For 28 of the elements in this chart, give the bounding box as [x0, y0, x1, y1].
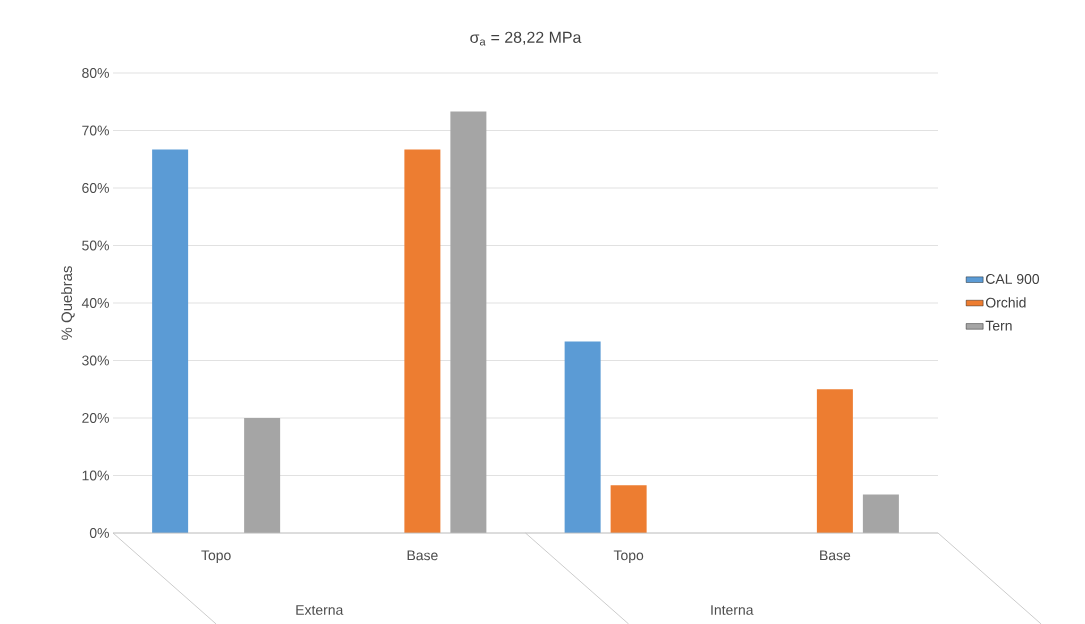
text: Interna	[711, 605, 754, 615]
y-tick-label: 50%	[82, 240, 109, 251]
chart-title: σ$_{a}$ = 28,22 MPa	[470, 31, 582, 46]
y-axis-title: % Quebras	[61, 266, 75, 340]
bar	[152, 149, 189, 533]
x-tick-label: Base	[407, 550, 438, 561]
x-tick-label: Topo	[201, 550, 231, 564]
x-tick-label: Topo	[613, 550, 644, 564]
legend-label: CAL 900	[986, 274, 1040, 284]
y-tick-label: 30%	[82, 355, 109, 366]
y-tick-label: 0%	[89, 528, 109, 538]
bar	[564, 341, 601, 533]
y-tick-label: 20%	[82, 413, 109, 423]
bar	[244, 418, 281, 533]
bar	[610, 485, 647, 533]
y-tick-label: 80%	[82, 68, 109, 78]
text: Externa	[296, 605, 344, 615]
legend-label: Orchid	[986, 297, 1026, 308]
legend-label: Tern	[985, 320, 1012, 331]
bar	[862, 494, 899, 533]
y-tick-label: 10%	[82, 470, 109, 481]
x-tick-label: Base	[820, 550, 851, 561]
y-tick-label: 60%	[82, 183, 109, 193]
bar	[404, 149, 441, 533]
y-tick-label: 40%	[81, 298, 109, 308]
bar	[450, 111, 487, 533]
y-tick-label: 70%	[82, 125, 109, 136]
bar	[816, 389, 853, 533]
